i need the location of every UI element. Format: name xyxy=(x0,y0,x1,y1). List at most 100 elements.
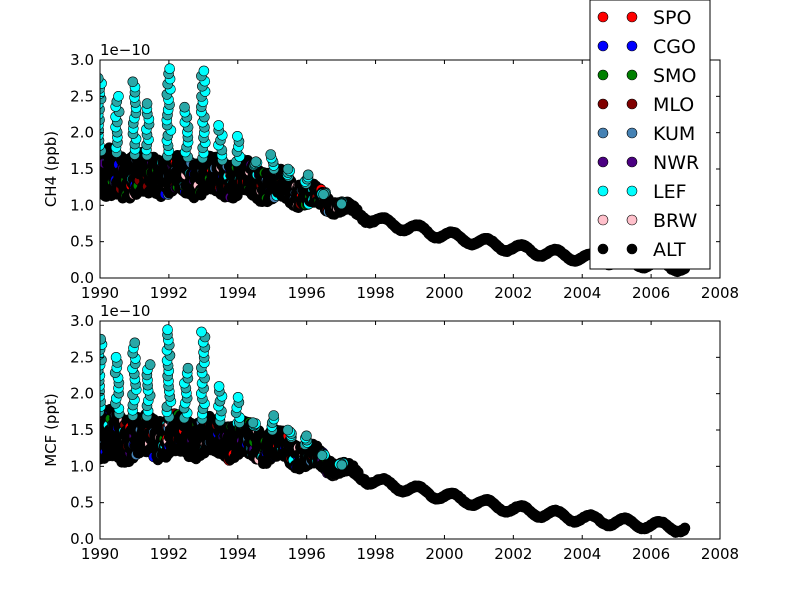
legend-marker xyxy=(597,243,609,255)
data-point xyxy=(179,101,190,113)
x-tick-label: 1990 xyxy=(81,545,119,563)
legend-label: NWR xyxy=(653,152,699,174)
scatter-points xyxy=(100,324,691,538)
data-point xyxy=(679,522,691,534)
data-point xyxy=(268,410,280,421)
legend-label: CGO xyxy=(653,36,696,58)
legend-label: KUM xyxy=(653,123,695,145)
y-tick-label: 0.5 xyxy=(70,233,94,251)
data-point xyxy=(282,424,294,436)
legend-item-mlo: MLO xyxy=(597,94,694,116)
legend-label: LEF xyxy=(653,181,687,203)
y-offset-text: 1e−10 xyxy=(100,41,150,59)
legend-marker xyxy=(626,185,638,197)
legend-marker xyxy=(626,40,638,52)
data-point xyxy=(336,459,348,471)
y-tick-label: 3.0 xyxy=(70,51,94,69)
legend-marker xyxy=(597,127,609,139)
data-point xyxy=(113,91,124,102)
legend-label: SPO xyxy=(653,7,691,29)
data-point xyxy=(213,120,224,131)
x-tick-label: 2000 xyxy=(425,545,463,563)
scatter-points xyxy=(100,63,691,278)
y-tick-label: 0.5 xyxy=(70,494,94,512)
legend-item-cgo: CGO xyxy=(597,36,696,58)
data-point xyxy=(318,189,329,200)
x-tick-label: 1990 xyxy=(81,284,119,302)
x-tick-label: 1996 xyxy=(288,284,326,302)
data-point xyxy=(196,326,207,338)
data-point xyxy=(301,430,312,442)
legend-item-nwr: NWR xyxy=(597,152,699,174)
legend-marker xyxy=(597,69,609,81)
legend-marker xyxy=(626,243,638,255)
y-offset-text: 1e−10 xyxy=(100,302,150,320)
y-tick-label: 2.0 xyxy=(70,385,94,403)
x-tick-label: 1992 xyxy=(150,284,188,302)
y-tick-label: 3.0 xyxy=(70,312,94,330)
data-point xyxy=(302,169,314,181)
data-point xyxy=(129,337,141,349)
legend-marker xyxy=(597,214,609,226)
y-tick-label: 1.5 xyxy=(70,421,94,439)
x-tick-label: 1992 xyxy=(150,545,188,563)
data-point xyxy=(316,450,328,461)
x-tick-label: 2004 xyxy=(563,545,601,563)
chart-panel-1: 1990 1992 1994 1996 1998 2000 2002 2004 2006 2008… xyxy=(42,41,739,302)
x-tick-label: 1998 xyxy=(356,284,394,302)
x-tick-label: 2008 xyxy=(701,284,739,302)
chart-panel-2: 1990 1992 1994 1996 1998 2000 2002 2004 2006 2008… xyxy=(42,302,739,563)
data-point xyxy=(232,131,243,142)
y-tick-label: 1.0 xyxy=(70,196,94,214)
legend-item-alt: ALT xyxy=(597,239,686,261)
data-point xyxy=(182,362,194,374)
x-tick-label: 2008 xyxy=(701,545,739,563)
legend-item-spo: SPO xyxy=(597,7,691,29)
data-point xyxy=(213,381,225,392)
y-tick-label: 1.0 xyxy=(70,457,94,475)
legend-marker xyxy=(626,127,638,139)
x-tick-label: 1994 xyxy=(219,545,257,563)
data-point xyxy=(164,63,175,74)
y-tick-label: 0.0 xyxy=(70,269,94,287)
data-point xyxy=(232,391,244,403)
legend-marker xyxy=(626,69,638,81)
legend-marker xyxy=(597,40,609,52)
legend-marker xyxy=(597,185,609,197)
data-point xyxy=(100,73,104,84)
data-point xyxy=(110,351,122,363)
y-tick-label: 2.5 xyxy=(70,348,94,366)
data-point xyxy=(282,163,294,175)
legend-marker xyxy=(626,156,638,168)
data-point xyxy=(141,98,153,109)
x-tick-label: 2006 xyxy=(632,545,670,563)
y-axis-label: MCF (ppt) xyxy=(42,393,60,466)
legend-marker xyxy=(597,11,609,23)
legend-marker xyxy=(626,11,638,23)
legend-marker xyxy=(626,214,638,226)
x-tick-label: 1996 xyxy=(288,545,326,563)
data-point xyxy=(247,417,259,429)
x-tick-label: 2006 xyxy=(632,284,670,302)
x-tick-label: 1998 xyxy=(356,545,394,563)
legend-item-smo: SMO xyxy=(597,65,696,87)
data-point xyxy=(127,76,139,88)
legend-label: BRW xyxy=(653,210,697,232)
legend-marker xyxy=(597,98,609,110)
legend-label: ALT xyxy=(653,239,686,261)
legend: SPO CGO SMO MLO KUM NWR LEF BRW ALT xyxy=(589,0,711,270)
legend-item-kum: KUM xyxy=(597,123,695,145)
data-point xyxy=(100,333,107,345)
data-point xyxy=(144,359,156,370)
x-tick-label: 2002 xyxy=(494,284,532,302)
y-tick-label: 0.0 xyxy=(70,530,94,548)
y-tick-label: 2.0 xyxy=(70,124,94,142)
x-tick-label: 1994 xyxy=(219,284,257,302)
data-point xyxy=(198,65,210,77)
legend-box xyxy=(589,0,711,270)
legend-label: MLO xyxy=(653,94,694,116)
x-tick-label: 2002 xyxy=(494,545,532,563)
legend-marker xyxy=(597,156,609,168)
legend-item-brw: BRW xyxy=(597,210,697,232)
